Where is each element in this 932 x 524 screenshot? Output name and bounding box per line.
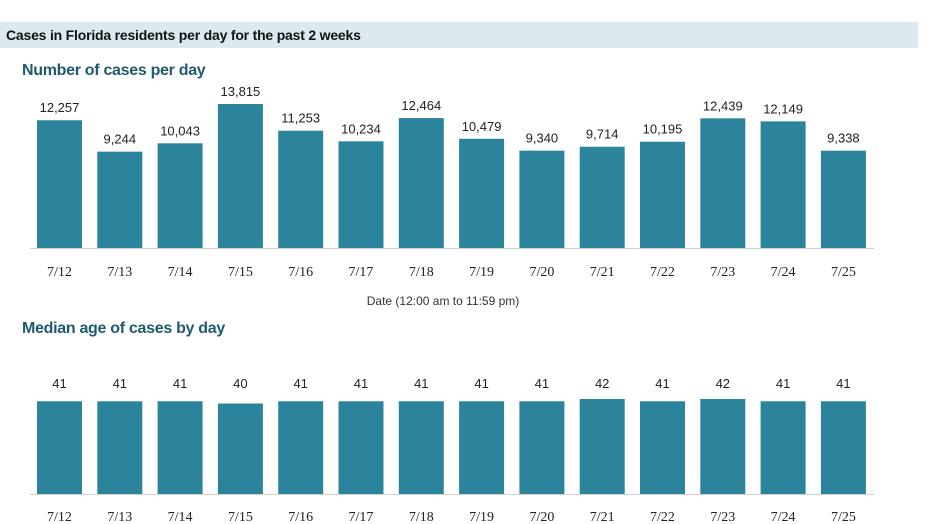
- age-bar-7-16: [278, 401, 324, 494]
- age-tick-label: 7/15: [228, 510, 253, 524]
- age-value-label: 41: [655, 376, 669, 391]
- cases-bar-7-14: [157, 143, 203, 248]
- cases-value-label: 10,234: [341, 121, 381, 136]
- age-tick-label: 7/23: [710, 510, 735, 524]
- age-value-label: 41: [414, 376, 428, 391]
- cases-value-label: 9,714: [586, 127, 619, 142]
- cases-value-label: 12,464: [401, 98, 441, 113]
- cases-value-label: 10,479: [462, 119, 502, 134]
- cases-bar-7-18: [398, 118, 444, 248]
- age-tick-label: 7/14: [168, 510, 193, 524]
- age-tick-label: 7/18: [409, 510, 434, 524]
- cases-x-axis-title: Date (12:00 am to 11:59 pm): [367, 294, 520, 308]
- age-bar-7-24: [760, 401, 806, 494]
- age-value-label: 41: [52, 376, 66, 391]
- cases-tick-label: 7/18: [409, 265, 434, 280]
- cases-bar-7-22: [640, 141, 685, 248]
- cases-bar-7-16: [278, 130, 324, 248]
- age-value-label: 41: [293, 376, 307, 391]
- age-bar-7-21: [579, 399, 625, 494]
- age-bar-7-13: [97, 401, 143, 494]
- age-tick-label: 7/25: [831, 510, 856, 524]
- cases-tick-label: 7/14: [168, 265, 193, 280]
- age-bar-7-19: [459, 401, 505, 494]
- age-value-label: 41: [354, 376, 368, 391]
- cases-value-label: 11,253: [281, 111, 320, 126]
- cases-value-label: 9,338: [827, 131, 860, 146]
- cases-tick-label: 7/17: [349, 265, 374, 280]
- age-tick-label: 7/16: [288, 510, 313, 524]
- cases-value-label: 13,815: [221, 84, 261, 99]
- cases-bar-7-24: [760, 121, 806, 248]
- cases-bar-7-25: [820, 150, 866, 248]
- cases-value-label: 10,195: [643, 122, 683, 137]
- age-value-label: 41: [113, 376, 127, 391]
- cases-bar-7-19: [459, 138, 505, 248]
- age-value-label: 40: [233, 376, 247, 391]
- age-tick-label: 7/24: [771, 510, 796, 524]
- cases-tick-label: 7/19: [469, 265, 494, 280]
- age-bar-7-14: [157, 401, 203, 494]
- cases-bar-7-20: [519, 150, 565, 248]
- cases-tick-label: 7/22: [650, 265, 675, 280]
- cases-tick-label: 7/21: [590, 265, 615, 280]
- cases-tick-label: 7/25: [831, 265, 856, 280]
- age-tick-label: 7/13: [107, 510, 132, 524]
- age-value-label: 41: [836, 376, 850, 391]
- age-bar-7-23: [700, 399, 746, 494]
- age-bar-7-20: [519, 401, 565, 494]
- cases-value-label: 12,257: [40, 100, 80, 115]
- age-value-label: 41: [474, 376, 488, 391]
- age-tick-label: 7/22: [650, 510, 675, 524]
- age-value-label: 42: [716, 376, 730, 391]
- cases-bar-7-13: [97, 151, 143, 248]
- age-bar-7-18: [398, 401, 444, 494]
- cases-value-label: 12,149: [763, 101, 803, 116]
- cases-tick-label: 7/13: [107, 265, 132, 280]
- cases-value-label: 9,340: [526, 131, 559, 146]
- cases-tick-label: 7/23: [710, 265, 735, 280]
- age-tick-label: 7/12: [47, 510, 72, 524]
- age-value-label: 41: [776, 376, 790, 391]
- cases-tick-label: 7/16: [288, 265, 313, 280]
- age-tick-label: 7/17: [349, 510, 374, 524]
- age-chart-title: Median age of cases by day: [22, 320, 225, 337]
- age-tick-label: 7/20: [529, 510, 554, 524]
- cases-tick-label: 7/24: [771, 265, 796, 280]
- age-tick-label: 7/21: [590, 510, 615, 524]
- cases-chart-title: Number of cases per day: [22, 62, 206, 79]
- age-bar-7-12: [37, 401, 82, 494]
- cases-tick-label: 7/12: [47, 265, 72, 280]
- age-bar-7-15: [217, 403, 263, 494]
- cases-bar-7-12: [37, 120, 82, 248]
- age-bar-7-22: [640, 401, 685, 494]
- age-tick-label: 7/19: [469, 510, 494, 524]
- header-band: [0, 22, 918, 48]
- page-title: Cases in Florida residents per day for t…: [6, 27, 361, 43]
- cases-value-label: 9,244: [104, 132, 137, 147]
- age-value-label: 41: [173, 376, 187, 391]
- cases-tick-label: 7/15: [228, 265, 253, 280]
- age-value-label: 42: [595, 376, 609, 391]
- cases-bar-7-21: [579, 146, 625, 248]
- cases-value-label: 12,439: [703, 98, 743, 113]
- cases-tick-label: 7/20: [529, 265, 554, 280]
- cases-bar-7-15: [217, 104, 263, 248]
- cases-bar-7-17: [338, 141, 384, 248]
- cases-bar-7-23: [700, 118, 746, 248]
- age-bar-7-25: [820, 401, 866, 494]
- cases-value-label: 10,043: [160, 123, 200, 138]
- age-bar-7-17: [338, 401, 384, 494]
- age-value-label: 41: [535, 376, 549, 391]
